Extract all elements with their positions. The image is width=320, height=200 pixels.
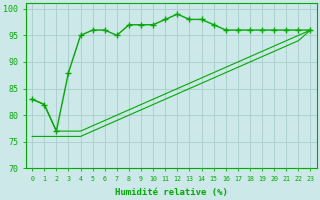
X-axis label: Humidité relative (%): Humidité relative (%): [115, 188, 228, 197]
